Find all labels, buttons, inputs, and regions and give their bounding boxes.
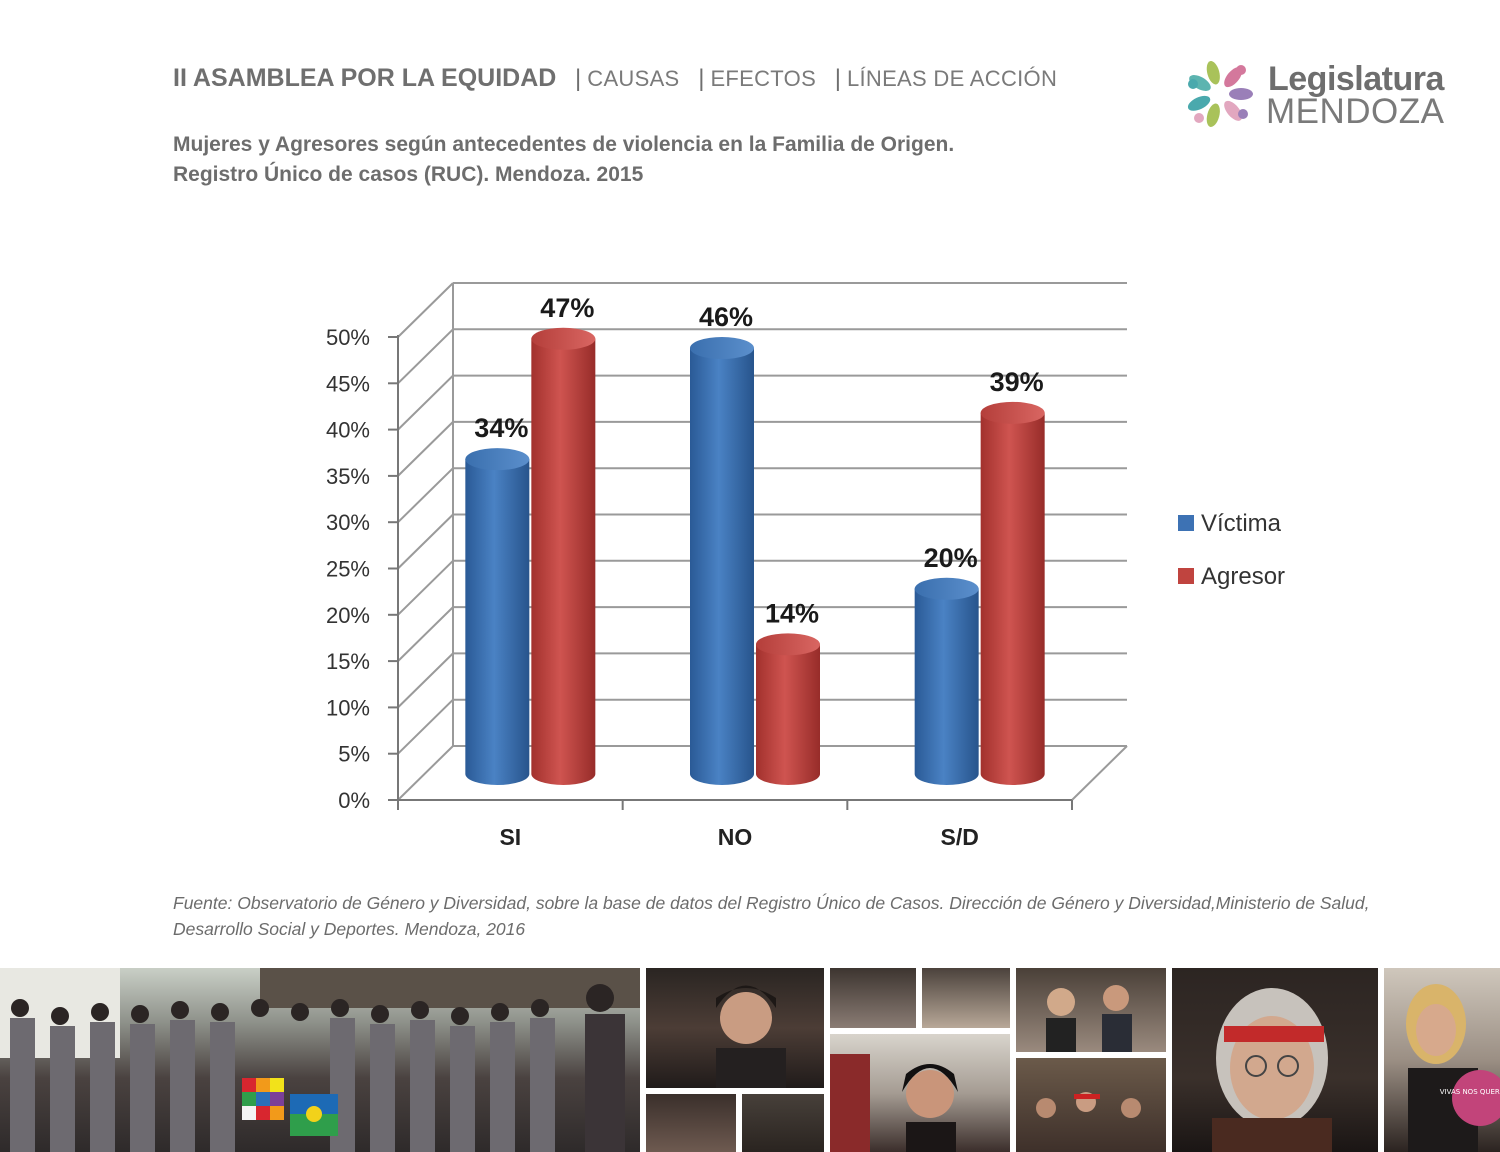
x-tick-label: NO [718,824,753,850]
bar [690,337,754,785]
x-tick-label: S/D [940,824,978,850]
bar-top [914,577,979,600]
y-tick-label: 0% [338,788,370,813]
axes: 0% 5% 10% 15% 20% 25% 30% 35% 40% 45% 50% SI NO S/D [326,325,1073,850]
bar [756,633,820,785]
y-tick-label: 20% [326,603,370,628]
y-tick-label: 35% [326,464,370,489]
photo-small-1 [646,1094,736,1152]
header-title: II ASAMBLEA POR LA EQUIDAD [173,64,557,92]
data-label: 47% [540,293,594,323]
gridline-diagonal [397,513,454,570]
photo-small-6 [1016,1058,1166,1152]
photo-small-2 [742,1094,824,1152]
photo-woman-dark-hair [830,1034,1010,1152]
header-item-lineas: LÍNEAS DE ACCIÓN [846,66,1058,91]
data-labels: 34% 47% 46% 14% 20% 39% [474,293,1043,629]
gridline-diagonal [397,467,454,523]
logo-text-legislatura: Legislatura [1268,60,1444,98]
gridline-diagonal [397,652,454,709]
crowd-illustration-icon [0,968,640,1152]
header-item-efectos: EFECTOS [710,66,817,91]
gridline-diagonal [397,374,454,431]
woman-illustration-icon [830,1054,958,1152]
photo-strip: VIVAS NOS QUEREMOS [0,968,1500,1152]
legend-swatch [1178,515,1194,531]
logo-text-mendoza: MENDOZA [1266,92,1445,131]
bar-body [756,644,820,785]
source-line-1: Fuente: Observatorio de Género y Diversi… [173,893,1370,913]
page-header: II ASAMBLEA POR LA EQUIDAD | CAUSAS | EFEC… [173,64,1057,93]
gridline-diagonal [397,606,454,662]
photo-group-crowd [0,968,640,1152]
data-label: 34% [474,413,528,443]
bar-body [690,348,754,785]
bar-body [980,412,1045,785]
legend-swatch [1178,568,1194,584]
gridline-diagonal [397,560,454,616]
chart-subtitle: Mujeres y Agresores según antecedentes d… [173,130,954,190]
legend-label: Agresor [1201,563,1285,590]
bar [980,401,1045,785]
bar-top [980,401,1045,424]
data-label: 14% [765,598,819,628]
gridline-diagonal [397,282,454,338]
y-tick-label: 45% [326,371,370,396]
bar-top [531,327,596,350]
elder-woman-illustration-icon [1212,988,1332,1152]
bar-chart: 0% 5% 10% 15% 20% 25% 30% 35% 40% 45% 50% SI NO S/D 3… [326,282,1285,850]
header-item-causas: CAUSAS [587,66,680,91]
bar-body [465,459,530,785]
bar-top [465,448,530,471]
badge-text: VIVAS NOS QUEREMOS [1440,1088,1500,1096]
photo-elder-woman [1172,968,1378,1152]
y-tick-label: 30% [326,510,370,535]
bar [465,448,530,785]
y-tick-label: 5% [338,742,370,767]
data-label: 20% [924,543,978,573]
data-label: 46% [699,302,753,332]
bars [465,327,1045,786]
source-line-2: Desarrollo Social y Deportes. Mendoza, 2… [173,919,526,939]
y-tick-label: 25% [326,557,370,582]
bar-body [531,338,596,786]
bar [914,577,979,786]
crowd-small-illustration-icon [1036,1092,1141,1118]
people-illustration-icon [1046,985,1132,1052]
floor-edge [1071,745,1128,801]
photo-small-4 [922,968,1010,1028]
bar [531,327,596,786]
blonde-woman-illustration-icon: VIVAS NOS QUEREMOS [1406,984,1500,1152]
gridline-diagonal [397,421,454,477]
header-separator: | [834,65,841,92]
y-tick-label: 50% [326,325,370,350]
bar-top [690,337,754,360]
legend: Víctima Agresor [1178,510,1285,590]
subtitle-line-2: Registro Único de casos (RUC). Mendoza. … [173,163,644,186]
photo-small-3 [830,968,916,1028]
data-label: 39% [990,367,1044,397]
gridline-diagonal [397,328,454,385]
y-tick-label: 15% [326,649,370,674]
bar-body [914,588,979,786]
bar-top [756,633,820,656]
y-tick-label: 10% [326,695,370,720]
speaker-illustration-icon [716,985,786,1088]
gridline-diagonal [397,745,454,801]
legislatura-logo-icon [1187,61,1253,127]
subtitle-line-1: Mujeres y Agresores según antecedentes d… [173,133,955,156]
photo-woman-blonde: VIVAS NOS QUEREMOS [1384,968,1500,1152]
y-tick-label: 40% [326,418,370,443]
header-separator: | [575,65,582,92]
photo-small-5 [1016,968,1166,1052]
photo-woman-speaking [646,968,824,1088]
legend-label: Víctima [1201,510,1282,537]
gridline-diagonal [397,698,454,755]
source-note: Fuente: Observatorio de Género y Diversi… [173,890,1433,942]
x-tick-label: SI [499,824,521,850]
header-separator: | [698,65,705,92]
